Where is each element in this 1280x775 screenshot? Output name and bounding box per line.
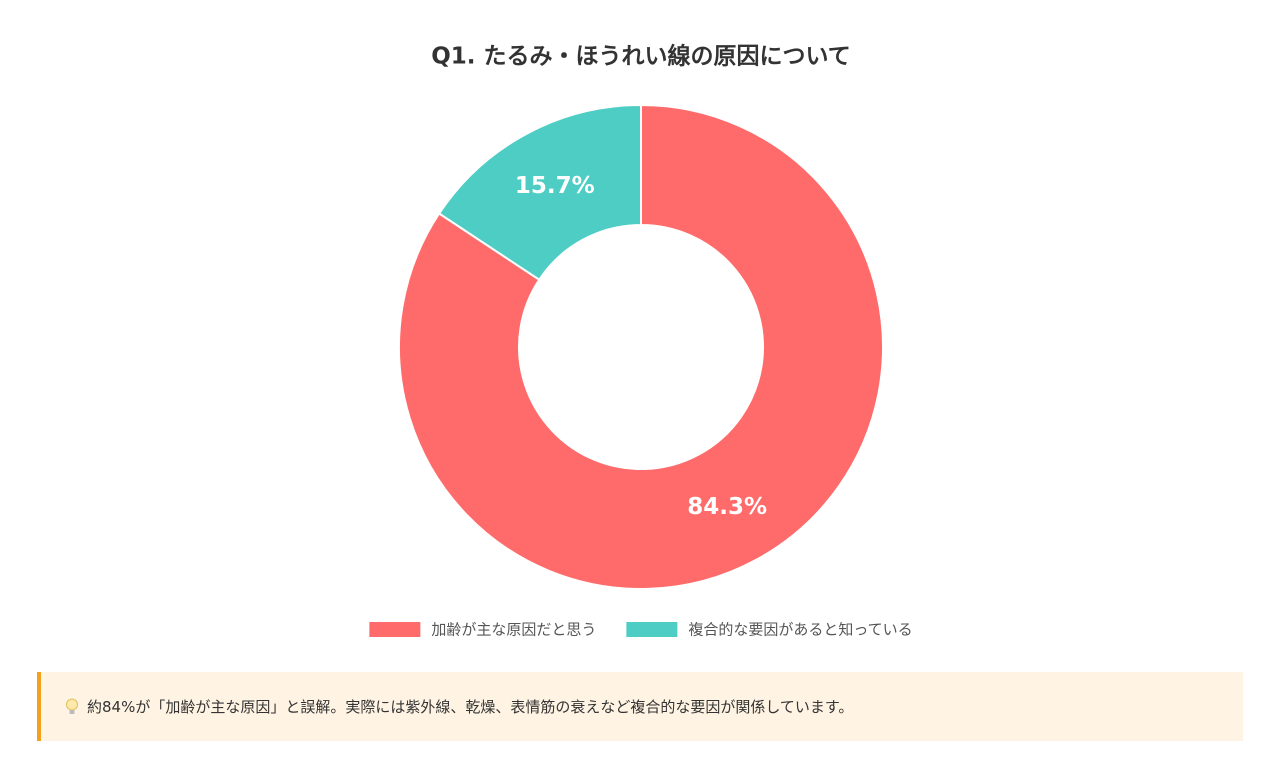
donut-slice bbox=[398, 103, 884, 590]
legend-swatch bbox=[626, 622, 678, 637]
value-label: 15.7% bbox=[515, 173, 595, 199]
legend-label: 加齢が主な原因だと思う bbox=[431, 621, 596, 639]
donut-slice bbox=[437, 103, 642, 282]
chart: Q1. たるみ・ほうれい線の原因について 84.3% 15.7% 加齢が主な原因だと… bbox=[369, 43, 913, 639]
legend-label: 複合的な要因があると知っている bbox=[688, 621, 912, 639]
legend-swatch bbox=[369, 622, 421, 637]
note-box: 約84%が「加齢が主な原因」と誤解。実際には紫外線、乾燥、表情筋の衰えなど複合的… bbox=[37, 672, 1243, 741]
note-text: 約84%が「加齢が主な原因」と誤解。実際には紫外線、乾燥、表情筋の衰えなど複合的… bbox=[87, 698, 854, 716]
bulb-icon bbox=[66, 698, 78, 714]
chart-title: Q1. たるみ・ほうれい線の原因について bbox=[431, 43, 851, 70]
value-label: 84.3% bbox=[687, 494, 767, 520]
